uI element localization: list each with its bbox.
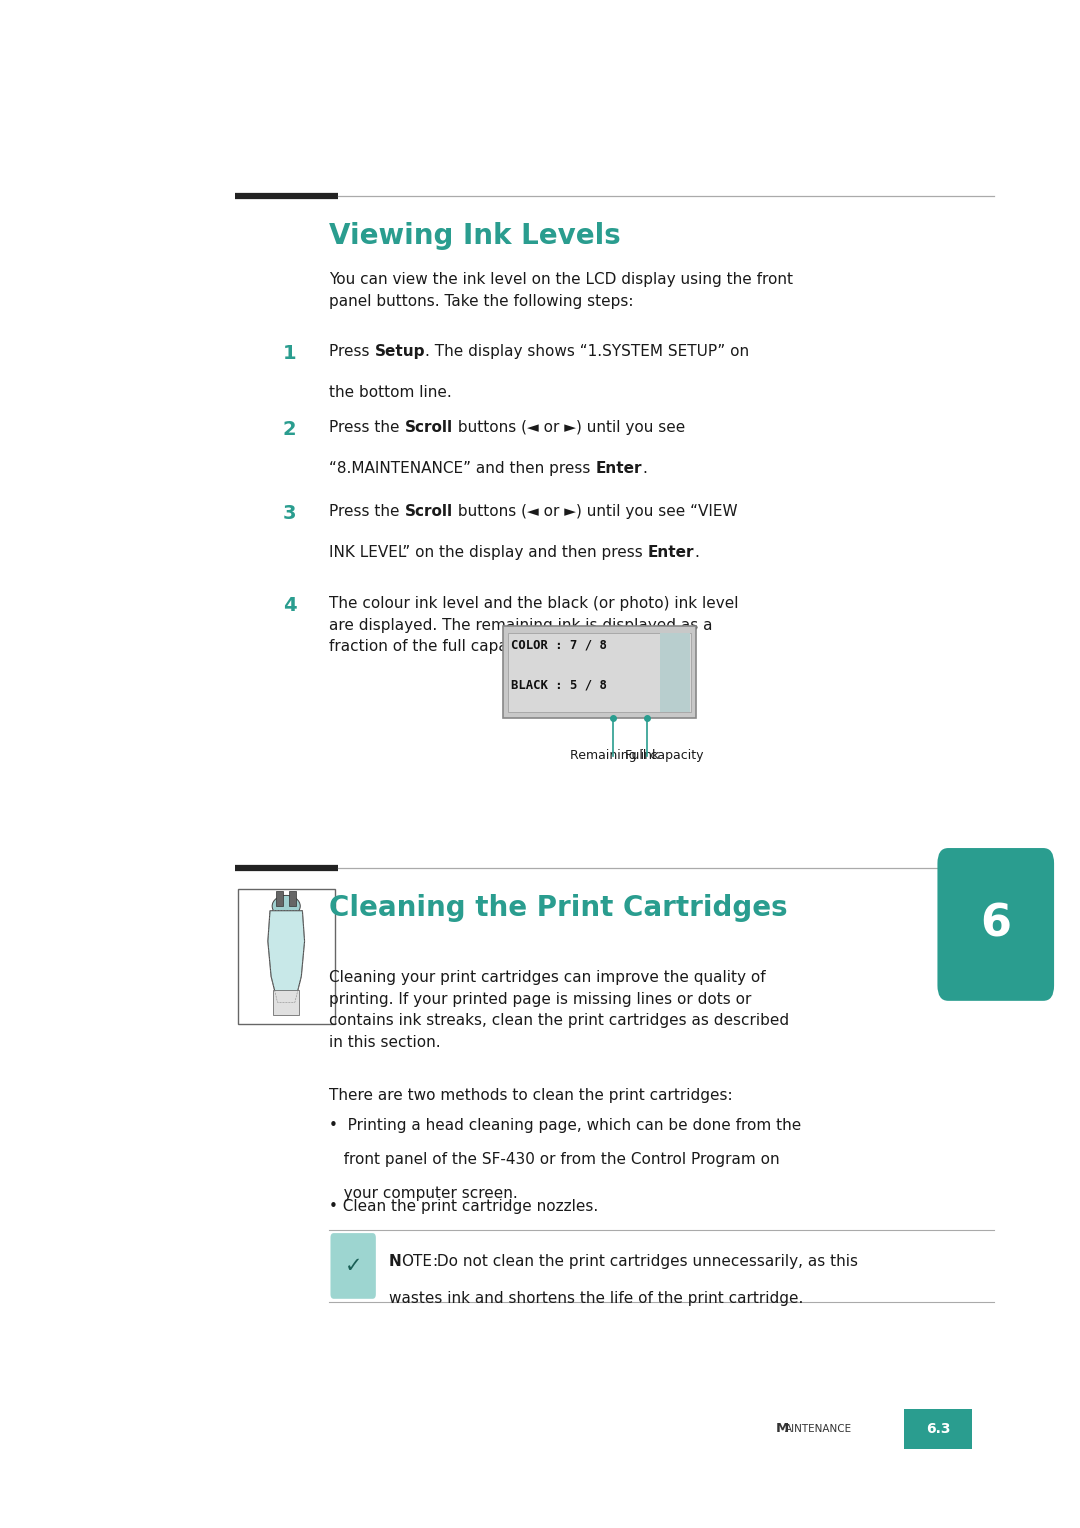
Bar bbox=[289, 891, 296, 906]
Text: .: . bbox=[643, 461, 647, 477]
Text: Full capacity: Full capacity bbox=[625, 749, 704, 762]
Text: buttons (◄ or ►) until you see: buttons (◄ or ►) until you see bbox=[453, 420, 685, 435]
Text: Cleaning your print cartridges can improve the quality of
printing. If your prin: Cleaning your print cartridges can impro… bbox=[329, 970, 789, 1050]
Text: Enter: Enter bbox=[596, 461, 643, 477]
Text: Press: Press bbox=[329, 344, 375, 359]
Text: the bottom line.: the bottom line. bbox=[329, 385, 453, 400]
Text: front panel of the SF-430 or from the Control Program on: front panel of the SF-430 or from the Co… bbox=[329, 1152, 780, 1167]
Text: •  Printing a head cleaning page, which can be done from the: • Printing a head cleaning page, which c… bbox=[329, 1118, 801, 1134]
Text: . The display shows “1.SYSTEM SETUP” on: . The display shows “1.SYSTEM SETUP” on bbox=[426, 344, 750, 359]
Text: Scroll: Scroll bbox=[405, 504, 453, 520]
Text: Enter: Enter bbox=[648, 545, 694, 561]
Text: Do not clean the print cartridges unnecessarily, as this: Do not clean the print cartridges unnece… bbox=[432, 1254, 858, 1270]
Text: N: N bbox=[389, 1254, 402, 1270]
Text: There are two methods to clean the print cartridges:: There are two methods to clean the print… bbox=[329, 1088, 733, 1103]
Text: M: M bbox=[775, 1423, 788, 1435]
Bar bbox=[503, 626, 696, 718]
Text: your computer screen.: your computer screen. bbox=[329, 1186, 518, 1201]
Text: buttons (◄ or ►) until you see “VIEW: buttons (◄ or ►) until you see “VIEW bbox=[453, 504, 738, 520]
Text: 6: 6 bbox=[981, 903, 1011, 946]
FancyBboxPatch shape bbox=[937, 848, 1054, 1001]
Text: • Clean the print cartridge nozzles.: • Clean the print cartridge nozzles. bbox=[329, 1199, 598, 1215]
Text: wastes ink and shortens the life of the print cartridge.: wastes ink and shortens the life of the … bbox=[389, 1291, 804, 1306]
Text: Press the: Press the bbox=[329, 420, 405, 435]
Text: 6.3: 6.3 bbox=[926, 1421, 950, 1436]
Bar bbox=[273, 990, 299, 1015]
Text: You can view the ink level on the LCD display using the front
panel buttons. Tak: You can view the ink level on the LCD di… bbox=[329, 272, 794, 309]
Text: OTE: OTE bbox=[402, 1254, 433, 1270]
Text: Setup: Setup bbox=[375, 344, 426, 359]
Text: AINTENANCE: AINTENANCE bbox=[785, 1424, 852, 1433]
Text: Remaining ink: Remaining ink bbox=[570, 749, 659, 762]
Bar bbox=[660, 633, 690, 712]
Ellipse shape bbox=[272, 895, 300, 917]
Text: “8.MAINTENANCE” and then press: “8.MAINTENANCE” and then press bbox=[329, 461, 596, 477]
Text: ✓: ✓ bbox=[345, 1256, 362, 1276]
Text: Scroll: Scroll bbox=[405, 420, 453, 435]
Text: The colour ink level and the black (or photo) ink level
are displayed. The remai: The colour ink level and the black (or p… bbox=[329, 596, 739, 654]
Bar bbox=[508, 633, 691, 712]
FancyBboxPatch shape bbox=[330, 1233, 376, 1299]
Polygon shape bbox=[268, 911, 305, 1002]
Text: COLOR : 7 / 8: COLOR : 7 / 8 bbox=[511, 639, 607, 652]
Bar bbox=[276, 891, 283, 906]
Text: 1: 1 bbox=[283, 344, 297, 362]
Text: BLACK : 5 / 8: BLACK : 5 / 8 bbox=[511, 678, 607, 692]
Text: INK LEVEL” on the display and then press: INK LEVEL” on the display and then press bbox=[329, 545, 648, 561]
Text: Cleaning the Print Cartridges: Cleaning the Print Cartridges bbox=[329, 894, 788, 921]
Bar bbox=[238, 889, 335, 1024]
Text: 2: 2 bbox=[283, 420, 297, 439]
Text: .: . bbox=[694, 545, 700, 561]
Text: 3: 3 bbox=[283, 504, 296, 523]
Text: Viewing Ink Levels: Viewing Ink Levels bbox=[329, 222, 621, 249]
Text: Press the: Press the bbox=[329, 504, 405, 520]
Text: 4: 4 bbox=[283, 596, 297, 614]
Text: :: : bbox=[433, 1254, 437, 1270]
Bar bbox=[904, 1409, 972, 1449]
